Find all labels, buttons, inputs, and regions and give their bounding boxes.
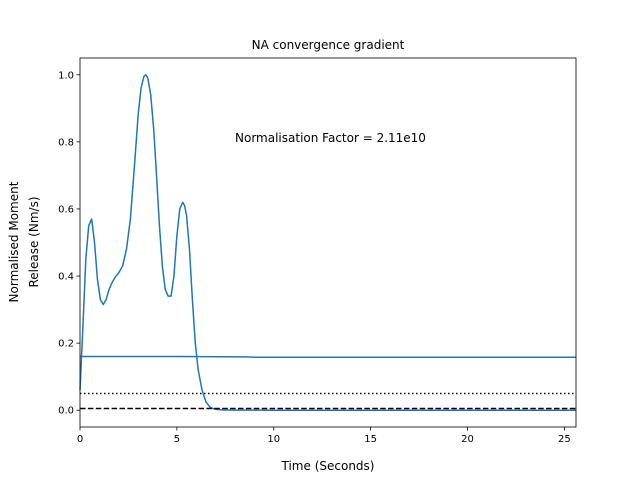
y-axis-label-line-1: Normalised Moment bbox=[7, 181, 21, 302]
x-axis-ticks: 0 5 10 15 20 25 bbox=[77, 427, 571, 445]
normalisation-annotation: Normalisation Factor = 2.11e10 bbox=[235, 131, 426, 145]
x-axis-label: Time (Seconds) bbox=[281, 459, 375, 473]
y-tick-label: 0.0 bbox=[58, 406, 74, 417]
y-axis-label-line-2: Release (Nm/s) bbox=[27, 196, 41, 287]
y-tick-label: 0.2 bbox=[58, 339, 74, 350]
x-tick-label: 25 bbox=[558, 434, 571, 445]
y-axis-ticks: 0.0 0.2 0.4 0.6 0.8 1.0 bbox=[58, 70, 80, 417]
series-line-2 bbox=[80, 355, 576, 358]
y-tick-label: 0.4 bbox=[58, 272, 74, 283]
plot-area bbox=[80, 58, 576, 427]
y-tick-label: 0.6 bbox=[58, 204, 74, 215]
x-tick-label: 10 bbox=[267, 434, 280, 445]
x-tick-label: 15 bbox=[364, 434, 377, 445]
x-tick-label: 5 bbox=[174, 434, 180, 445]
y-tick-label: 0.8 bbox=[58, 137, 74, 148]
series-line-1 bbox=[79, 74, 576, 411]
x-tick-label: 20 bbox=[461, 434, 474, 445]
series-layer bbox=[79, 74, 576, 411]
plot-frame bbox=[79, 57, 577, 428]
x-tick-label: 0 bbox=[77, 434, 83, 445]
y-tick-label: 1.0 bbox=[58, 70, 74, 81]
chart-title: NA convergence gradient bbox=[252, 38, 405, 52]
